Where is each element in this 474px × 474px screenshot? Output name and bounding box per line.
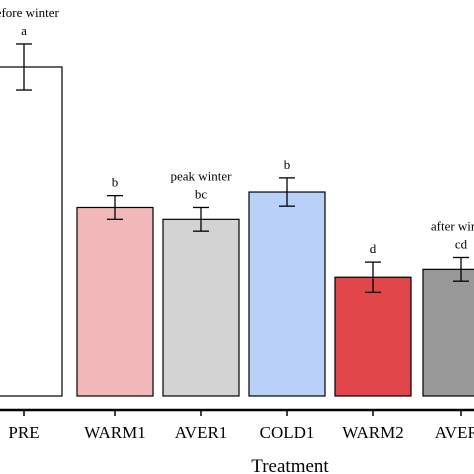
group-label-pre: before winter — [0, 5, 59, 20]
x-tick-label-pre: PRE — [8, 423, 39, 442]
x-tick-label-warm1: WARM1 — [84, 423, 145, 442]
significance-letter-warm1: b — [112, 175, 119, 190]
error-bar-cold1 — [279, 177, 295, 207]
x-tick-label-cold1: COLD1 — [260, 423, 315, 442]
error-bar-aver1 — [193, 206, 209, 232]
bar-pre — [0, 66, 63, 397]
significance-letter-aver1: bc — [195, 186, 208, 201]
error-bar-aver2 — [453, 256, 469, 282]
error-bar-warm2 — [365, 261, 381, 294]
bar-warm1 — [76, 206, 154, 397]
significance-letter-warm2: d — [370, 241, 377, 256]
x-tick-label-aver2: AVER2 — [435, 423, 474, 442]
group-label-aver1: peak winter — [170, 168, 232, 183]
x-tick-label-aver1: AVER1 — [175, 423, 228, 442]
significance-letter-pre: a — [21, 23, 27, 38]
bar-aver1 — [162, 218, 240, 397]
x-axis-title: Treatment — [251, 456, 329, 474]
bar-cold1 — [248, 191, 326, 397]
plot-area: a before winter b bc peak winter b d cd after wi… — [0, 5, 474, 397]
error-bar-warm1 — [107, 194, 123, 220]
bar-aver2 — [422, 268, 474, 397]
error-bar-pre — [16, 43, 32, 91]
significance-letter-cold1: b — [284, 157, 291, 172]
significance-letter-aver2: cd — [455, 236, 468, 251]
bar-warm2 — [334, 276, 412, 397]
group-label-aver2: after winter — [431, 218, 474, 233]
x-tick-label-warm2: WARM2 — [342, 423, 403, 442]
x-axis: PRE WARM1 AVER1 COLD1 WARM2 AVER2 — [8, 410, 474, 442]
